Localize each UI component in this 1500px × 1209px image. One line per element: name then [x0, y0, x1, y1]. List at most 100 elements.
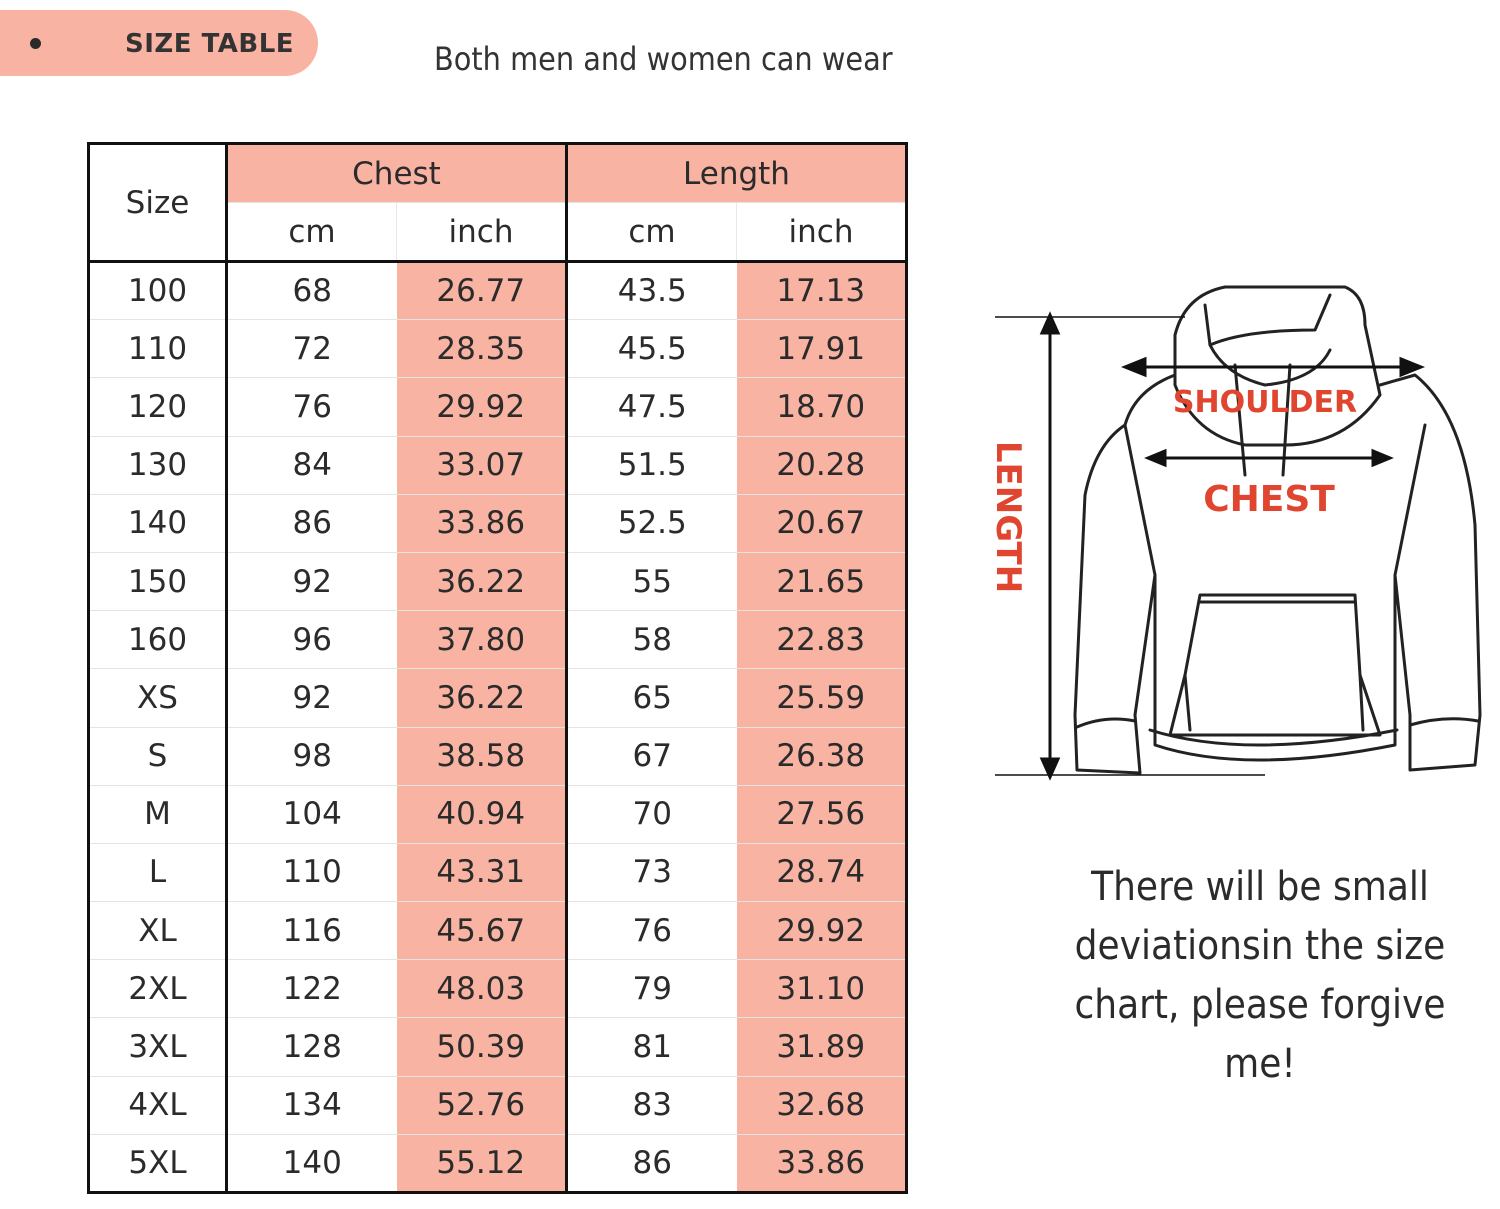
bullet-icon	[30, 38, 41, 49]
hoodie-outline	[1073, 285, 1482, 775]
length-inch-cell: 31.89	[736, 1017, 907, 1077]
table-row: 4XL 134 52.76 83 32.68	[88, 1076, 907, 1135]
chest-cm-cell: 122	[226, 959, 397, 1019]
chest-inch-cell: 33.86	[396, 494, 568, 553]
length-cm-cell: 81	[566, 1017, 737, 1077]
length-inch-cell: 21.65	[736, 552, 907, 612]
chest-inch-cell: 43.31	[396, 843, 568, 903]
chest-cm-cell: 134	[226, 1076, 397, 1135]
size-cell: 120	[88, 377, 228, 437]
length-cm-cell: 83	[566, 1076, 737, 1135]
length-cm-cell: 55	[566, 552, 737, 612]
size-cell: 130	[88, 436, 228, 495]
size-cell: M	[88, 785, 228, 844]
chest-cm-cell: 110	[226, 843, 397, 903]
size-cell: 4XL	[88, 1076, 228, 1135]
table-row: 2XL 122 48.03 79 31.10	[88, 959, 907, 1019]
chest-cm-cell: 84	[226, 436, 397, 495]
size-cell: 150	[88, 552, 228, 612]
chest-header: Chest	[226, 143, 568, 203]
chest-inch-cell: 40.94	[396, 785, 568, 844]
size-cell: 100	[88, 261, 228, 321]
length-cm-cell: 52.5	[566, 494, 737, 553]
length-inch-cell: 20.28	[736, 436, 907, 495]
chest-cm-cell: 76	[226, 377, 397, 437]
table-row: 160 96 37.80 58 22.83	[88, 610, 907, 670]
chest-cm-cell: 92	[226, 552, 397, 612]
length-inch-cell: 33.86	[736, 1134, 907, 1194]
length-cm-cell: 79	[566, 959, 737, 1019]
table-row: 5XL 140 55.12 86 33.86	[88, 1134, 907, 1194]
table-row: 3XL 128 50.39 81 31.89	[88, 1017, 907, 1077]
length-inch-cell: 22.83	[736, 610, 907, 670]
length-inch-cell: 28.74	[736, 843, 907, 903]
size-cell: 3XL	[88, 1017, 228, 1077]
size-cell: XS	[88, 668, 228, 728]
length-cm-cell: 45.5	[566, 319, 737, 379]
chest-inch-cell: 55.12	[396, 1134, 568, 1194]
chest-inch-cell: 37.80	[396, 610, 568, 670]
length-inch-cell: 25.59	[736, 668, 907, 728]
chest-cm-cell: 128	[226, 1017, 397, 1077]
length-cm-cell: 65	[566, 668, 737, 728]
length-cm-cell: 67	[566, 727, 737, 786]
length-inch-cell: 27.56	[736, 785, 907, 844]
chest-inch-cell: 50.39	[396, 1017, 568, 1077]
table-row: 150 92 36.22 55 21.65	[88, 552, 907, 612]
length-header: Length	[566, 143, 907, 203]
note-line: deviationsin the size	[1074, 923, 1446, 969]
chest-cm-cell: 98	[226, 727, 397, 786]
length-cm-cell: 47.5	[566, 377, 737, 437]
badge-label: SIZE TABLE	[125, 29, 295, 59]
subtitle: Both men and women can wear	[434, 40, 893, 78]
length-cm-cell: 43.5	[566, 261, 737, 321]
table-row: M 104 40.94 70 27.56	[88, 785, 907, 844]
length-inch-cell: 31.10	[736, 959, 907, 1019]
chest-inch-cell: 36.22	[396, 552, 568, 612]
chest-cm-cell: 86	[226, 494, 397, 553]
length-label: LENGTH	[988, 441, 1028, 593]
measurement-arrows	[995, 311, 1426, 781]
length-inch-cell: 17.13	[736, 261, 907, 321]
size-cell: L	[88, 843, 228, 903]
length-cm-cell: 76	[566, 901, 737, 961]
note-line: chart, please forgive me!	[1074, 982, 1446, 1087]
chest-inch-cell: 36.22	[396, 668, 568, 728]
table-row: L 110 43.31 73 28.74	[88, 843, 907, 903]
chest-cm-cell: 72	[226, 319, 397, 379]
size-cell: S	[88, 727, 228, 786]
note-line: There will be small	[1091, 864, 1429, 910]
size-table-badge	[0, 10, 318, 76]
size-cell: 160	[88, 610, 228, 670]
size-cell: 140	[88, 494, 228, 553]
shoulder-label: SHOULDER	[1173, 385, 1357, 420]
length-inch-cell: 20.67	[736, 494, 907, 553]
length-cm-cell: 73	[566, 843, 737, 903]
chest-cm-header: cm	[226, 202, 397, 263]
chest-cm-cell: 96	[226, 610, 397, 670]
chest-inch-header: inch	[396, 202, 568, 263]
table-row: 140 86 33.86 52.5 20.67	[88, 494, 907, 553]
hoodie-diagram: LENGTH SHOULDER CHEST	[988, 285, 1482, 781]
chest-inch-cell: 48.03	[396, 959, 568, 1019]
chest-cm-cell: 140	[226, 1134, 397, 1194]
table-row: 120 76 29.92 47.5 18.70	[88, 377, 907, 437]
chest-cm-cell: 104	[226, 785, 397, 844]
size-header: Size	[88, 143, 228, 263]
length-inch-cell: 18.70	[736, 377, 907, 437]
size-cell: 110	[88, 319, 228, 379]
table-row: XS 92 36.22 65 25.59	[88, 668, 907, 728]
table-row: XL 116 45.67 76 29.92	[88, 901, 907, 961]
chest-inch-cell: 38.58	[396, 727, 568, 786]
length-inch-header: inch	[736, 202, 907, 263]
length-inch-cell: 26.38	[736, 727, 907, 786]
table-row: 100 68 26.77 43.5 17.13	[88, 261, 907, 321]
size-cell: 2XL	[88, 959, 228, 1019]
deviation-note: There will be small deviationsin the siz…	[1035, 858, 1485, 1094]
length-inch-cell: 32.68	[736, 1076, 907, 1135]
chest-inch-cell: 26.77	[396, 261, 568, 321]
chest-inch-cell: 52.76	[396, 1076, 568, 1135]
length-cm-cell: 51.5	[566, 436, 737, 495]
chest-cm-cell: 116	[226, 901, 397, 961]
table-row: 130 84 33.07 51.5 20.28	[88, 436, 907, 495]
